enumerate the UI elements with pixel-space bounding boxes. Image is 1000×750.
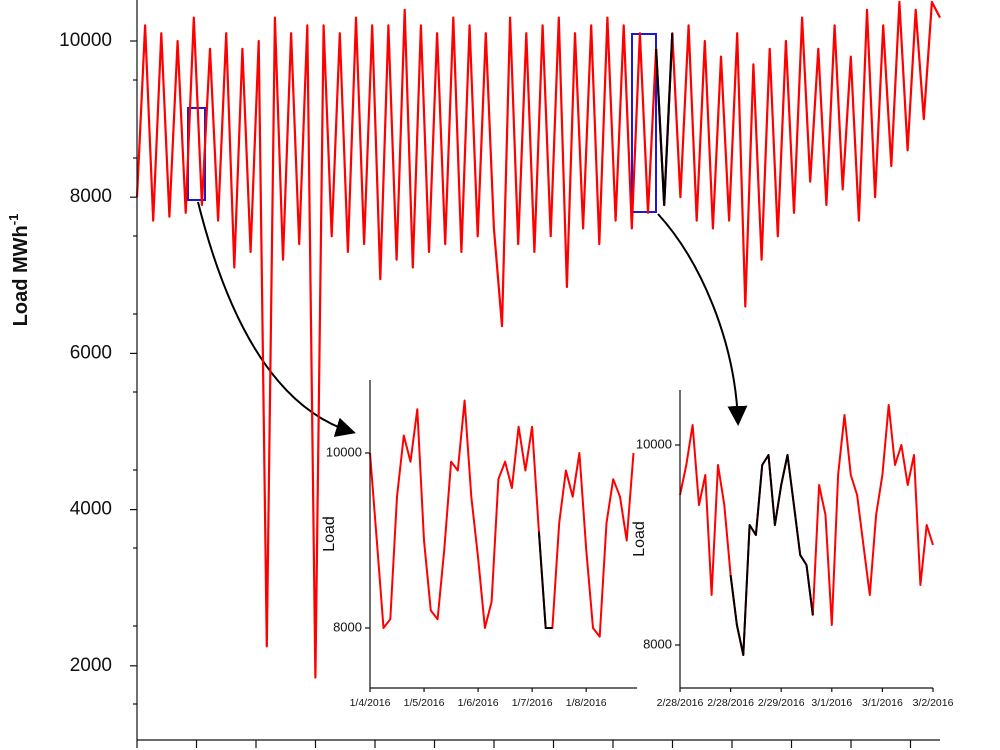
y-tick-label: 8000 [333,619,362,634]
x-tick-label: 1/4/2016 [350,697,391,709]
x-tick-label: 2/28/2016 [657,697,704,709]
y-axis-label: Load MWh-1 [6,214,32,327]
zoom-arrow [657,213,748,426]
y-tick-label: 10000 [59,30,112,51]
zoom-arrow [197,201,356,437]
x-tick-label: 1/6/2016 [458,697,499,709]
x-tick-label: 3/1/2016 [811,697,852,709]
data-line [679,404,934,656]
y-tick-label: 10000 [326,444,362,459]
y-axis-label-superscript: -1 [6,214,21,226]
x-tick-label: 3/1/2016 [862,697,903,709]
y-axis-label-text: Load MWh [10,225,32,326]
data-line [369,399,635,638]
y-axis-label: Load [321,516,338,552]
y-tick-label: 8000 [70,186,112,207]
y-axis-label: Load [631,521,648,557]
data-line [655,33,674,207]
x-tick-label: 1/8/2016 [566,697,607,709]
data-line [537,531,553,629]
y-tick-label: 6000 [70,342,112,363]
x-tick-label: 2/28/2016 [707,697,754,709]
x-tick-label: 3/2/2016 [913,697,954,709]
x-tick-label: 1/5/2016 [404,697,445,709]
data-line [135,0,941,679]
zoom-box [631,33,657,213]
y-tick-label: 4000 [70,499,112,520]
x-tick-label: 1/7/2016 [512,697,553,709]
y-tick-label: 8000 [643,636,672,651]
y-tick-label: 10000 [636,436,672,451]
data-line [729,454,814,656]
y-tick-label: 2000 [70,655,112,676]
x-tick-label: 2/29/2016 [758,697,805,709]
